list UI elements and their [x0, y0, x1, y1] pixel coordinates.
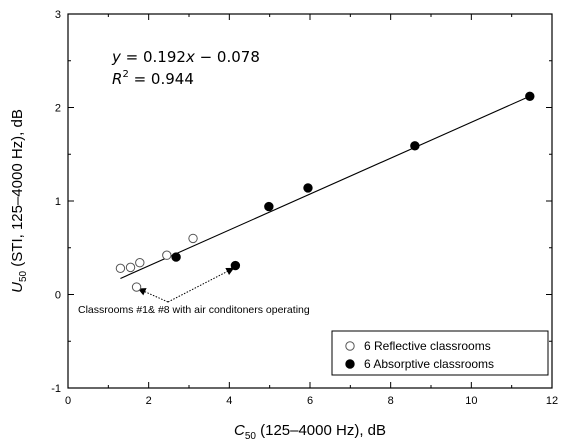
y-tick-label-2: 2 — [55, 103, 61, 115]
reflective-point-3 — [135, 258, 145, 268]
absorptive-point-4 — [303, 183, 313, 193]
annotation-arrow-1 — [137, 288, 169, 303]
absorptive-point-3 — [264, 201, 274, 212]
x-axis-title: C50 (125–4000 Hz), dB — [234, 422, 386, 441]
absorptive-point-2 — [230, 260, 241, 271]
y-tick-label--1: -1 — [51, 383, 61, 395]
x-tick-label-2: 2 — [146, 395, 152, 407]
y-tick-label-3: 3 — [55, 9, 61, 21]
x-tick-label-0: 0 — [65, 395, 71, 407]
x-tick-label-6: 6 — [307, 395, 313, 407]
y-tick-label-1: 1 — [55, 196, 61, 208]
x-tick-label-8: 8 — [388, 395, 394, 407]
y-tick-label-0: 0 — [55, 290, 61, 302]
legend-label-reflective: 6 Reflective classrooms — [364, 339, 491, 353]
absorptive-point-6 — [525, 91, 535, 101]
legend-box — [331, 330, 549, 376]
absorptive-point-1 — [171, 252, 181, 262]
legend-label-absorptive: 6 Absorptive classrooms — [364, 357, 494, 371]
annotation-text: Classrooms #1& #8 with air conditoners o… — [78, 304, 310, 316]
reflective-point-2 — [125, 262, 136, 273]
absorptive-point-5 — [410, 141, 420, 151]
annotation-arrow-2 — [167, 267, 235, 303]
y-axis-title: U50 (STI, 125–4000 Hz), dB — [9, 109, 29, 293]
r-squared-text: R2 = 0.944 — [112, 69, 194, 88]
reflective-point-1 — [115, 263, 126, 274]
equation-text: y = 0.192x − 0.078 — [111, 48, 260, 66]
x-tick-label-10: 10 — [465, 395, 477, 407]
regression-line — [120, 95, 531, 279]
legend-marker-absorptive — [345, 359, 355, 369]
x-tick-label-4: 4 — [226, 395, 232, 407]
reflective-point-5 — [188, 233, 198, 244]
reflective-point-6 — [131, 282, 142, 292]
reflective-point-4 — [162, 250, 172, 260]
legend: 6 Reflective classrooms 6 Absorptive cla… — [331, 330, 549, 376]
legend-marker-reflective — [345, 341, 355, 351]
x-tick-label-12: 12 — [546, 395, 558, 407]
